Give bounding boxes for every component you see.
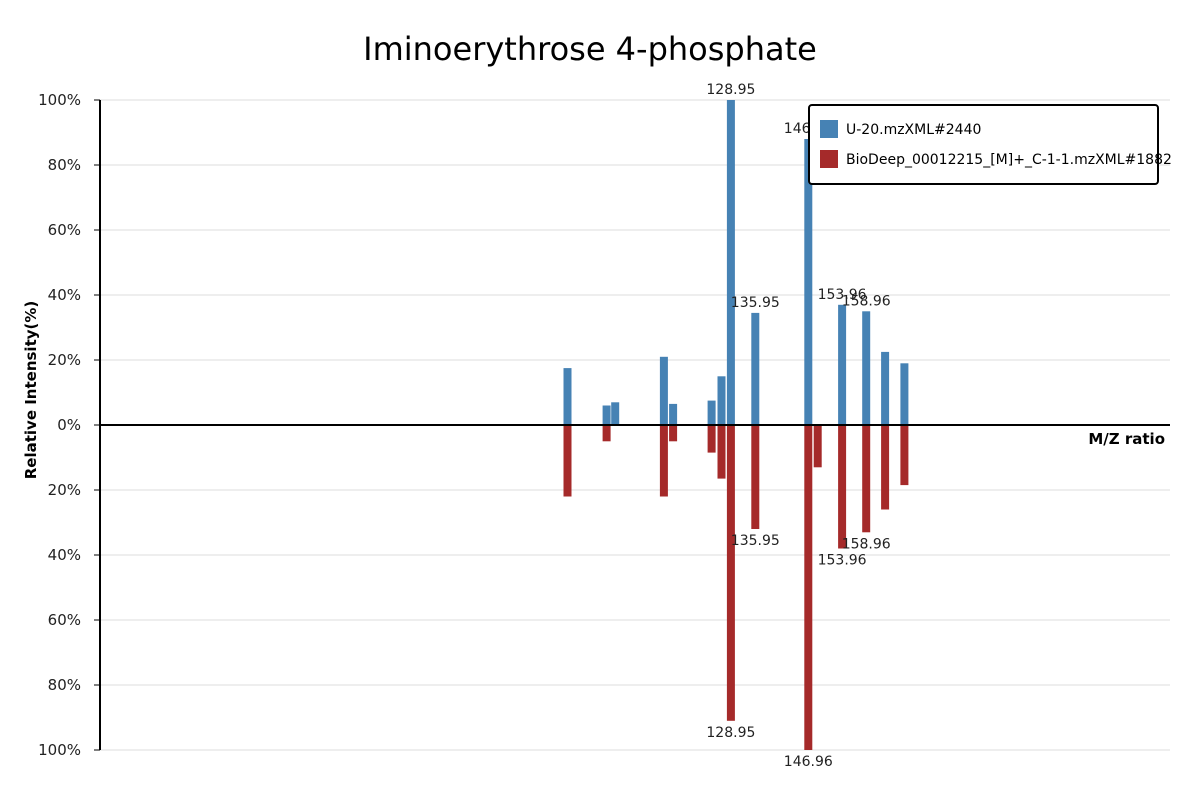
query-peak-bar [881, 351, 890, 425]
grid-lines [100, 99, 1170, 751]
y-axis-label: Relative Intensity(%) [22, 301, 40, 480]
y-tick-label: 60% [48, 611, 81, 629]
query-peak-bar [862, 311, 871, 425]
y-tick-label: 20% [48, 351, 81, 369]
reference-peak-bar [881, 425, 890, 510]
query-peak-bar [611, 402, 620, 426]
reference-peak-bar [669, 425, 678, 442]
reference-peak-bar [726, 425, 735, 721]
query-peak-label: 153.96 [818, 287, 867, 303]
reference-peak-bar [862, 425, 871, 533]
query-peak-bar [804, 139, 813, 425]
legend-box [808, 104, 1159, 185]
reference-peak-label: 135.95 [731, 533, 780, 549]
query-peak-bar [726, 100, 735, 425]
query-peak-bar [669, 403, 678, 425]
query-peak-bar [563, 368, 572, 425]
query-peak-bar [602, 405, 611, 425]
legend-swatch-query [820, 120, 838, 138]
y-tick-label: 100% [38, 91, 81, 109]
y-tick-label: 80% [48, 676, 81, 694]
legend: U-20.mzXML#2440 BioDeep_00012215_[M]+_C-… [808, 104, 1172, 185]
reference-peak-label: 146.96 [784, 754, 833, 770]
reference-peak-label: 128.95 [706, 725, 755, 741]
chart-title: Iminoerythrose 4-phosphate [363, 30, 817, 68]
reference-peak-bar [717, 425, 726, 479]
query-peak-bar [838, 304, 847, 426]
reference-peak-bar [751, 425, 760, 529]
legend-label-query: U-20.mzXML#2440 [846, 122, 981, 138]
y-tick-label: 0% [57, 416, 81, 434]
query-peak-label: 135.95 [731, 295, 780, 311]
query-peak-bar [900, 363, 909, 426]
reference-peak-bar [659, 425, 668, 497]
bars-group [563, 100, 909, 750]
y-tick-labels: 100% 80% 60% 40% 20% 0% 20% 40% 60% 80% 100% [38, 91, 100, 759]
y-tick-label: 80% [48, 156, 81, 174]
reference-peak-bar [838, 425, 847, 549]
x-axis-label: M/Z ratio [1088, 430, 1165, 448]
query-peak-label: 158.96 [842, 293, 891, 309]
query-peak-label: 128.95 [706, 82, 755, 98]
query-peak-bar [751, 312, 760, 425]
legend-swatch-reference [820, 150, 838, 168]
y-tick-label: 20% [48, 481, 81, 499]
query-peak-bar [707, 400, 716, 425]
reference-peak-bar [563, 425, 572, 497]
y-tick-label: 40% [48, 546, 81, 564]
y-tick-label: 60% [48, 221, 81, 239]
query-peak-bar [659, 356, 668, 426]
query-peak-bar [717, 376, 726, 426]
reference-peak-bar [602, 425, 611, 442]
reference-peak-bar [900, 425, 909, 486]
reference-peak-bar [813, 425, 822, 468]
reference-peak-label: 153.96 [818, 553, 867, 569]
reference-peak-label: 158.96 [842, 536, 891, 552]
legend-label-reference: BioDeep_00012215_[M]+_C-1-1.mzXML#1882 [846, 152, 1172, 168]
y-tick-label: 100% [38, 741, 81, 759]
y-tick-label: 40% [48, 286, 81, 304]
reference-peak-bar [707, 425, 716, 453]
reference-peak-bar [804, 425, 813, 750]
